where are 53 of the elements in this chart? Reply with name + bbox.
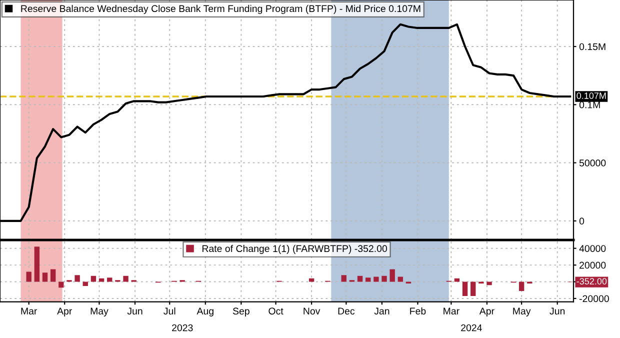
- bar: [341, 275, 346, 282]
- x-tick-label: Nov: [304, 308, 320, 315]
- y-tick-label: 0.15M: [579, 43, 606, 50]
- bar: [398, 276, 404, 282]
- x-tick-label: Jan: [374, 308, 390, 315]
- bar: [390, 269, 395, 282]
- bar: [98, 278, 104, 282]
- bar: [34, 246, 40, 282]
- bar: [42, 272, 48, 282]
- y-tick-label: 0: [579, 218, 584, 225]
- x-tick-label: May: [90, 308, 108, 316]
- bar: [462, 282, 468, 296]
- y-tick-label: -20000: [579, 295, 609, 302]
- y-tick-label: 50000: [579, 160, 606, 166]
- bar: [518, 282, 524, 291]
- bar: [382, 276, 387, 282]
- bar: [454, 278, 460, 282]
- x-tick-label: Mar: [21, 308, 38, 315]
- x-tick-label: May: [513, 308, 531, 316]
- bar: [82, 282, 88, 286]
- x-tick-label: Oct: [268, 308, 284, 315]
- annotation: -352.00: [576, 278, 607, 284]
- text: 2024: [461, 324, 482, 332]
- y-tick-label: 0.1M: [579, 101, 600, 108]
- bar: [308, 278, 314, 282]
- bar: [123, 276, 128, 282]
- y-tick-label: 20000: [580, 262, 606, 269]
- bar: [50, 269, 56, 282]
- x-tick-label: Sep: [232, 308, 250, 316]
- x-tick-label: Aug: [196, 308, 214, 316]
- legend-label: Rate of Change 1(1) (FARWBTFP) -352.00: [202, 244, 388, 254]
- x-tick-label: Jul: [164, 307, 176, 315]
- bar: [374, 276, 379, 282]
- bar: [357, 276, 363, 282]
- x-tick-label: Feb: [410, 307, 426, 315]
- text: 2023: [172, 324, 193, 332]
- x-tick-label: Apr: [479, 308, 494, 316]
- bar: [486, 282, 492, 286]
- bar: [107, 278, 112, 282]
- bar: [74, 275, 80, 282]
- legend-label: Reserve Balance Wednesday Close Bank Term Funding Program (BTFP) - Mid Price 0.107M: [21, 4, 420, 14]
- x-tick-label: Jun: [550, 308, 565, 315]
- x-tick-label: Mar: [444, 308, 460, 315]
- x-tick-label: Jun: [127, 308, 142, 315]
- x-tick-label: Apr: [57, 308, 72, 316]
- y-tick-label: 40000: [579, 245, 606, 252]
- bar: [26, 272, 32, 282]
- bar: [366, 278, 371, 282]
- bar: [470, 282, 476, 296]
- bar: [90, 276, 96, 282]
- annotation: 0.107M: [576, 92, 606, 99]
- bar: [58, 282, 64, 288]
- x-tick-label: Dec: [338, 308, 355, 315]
